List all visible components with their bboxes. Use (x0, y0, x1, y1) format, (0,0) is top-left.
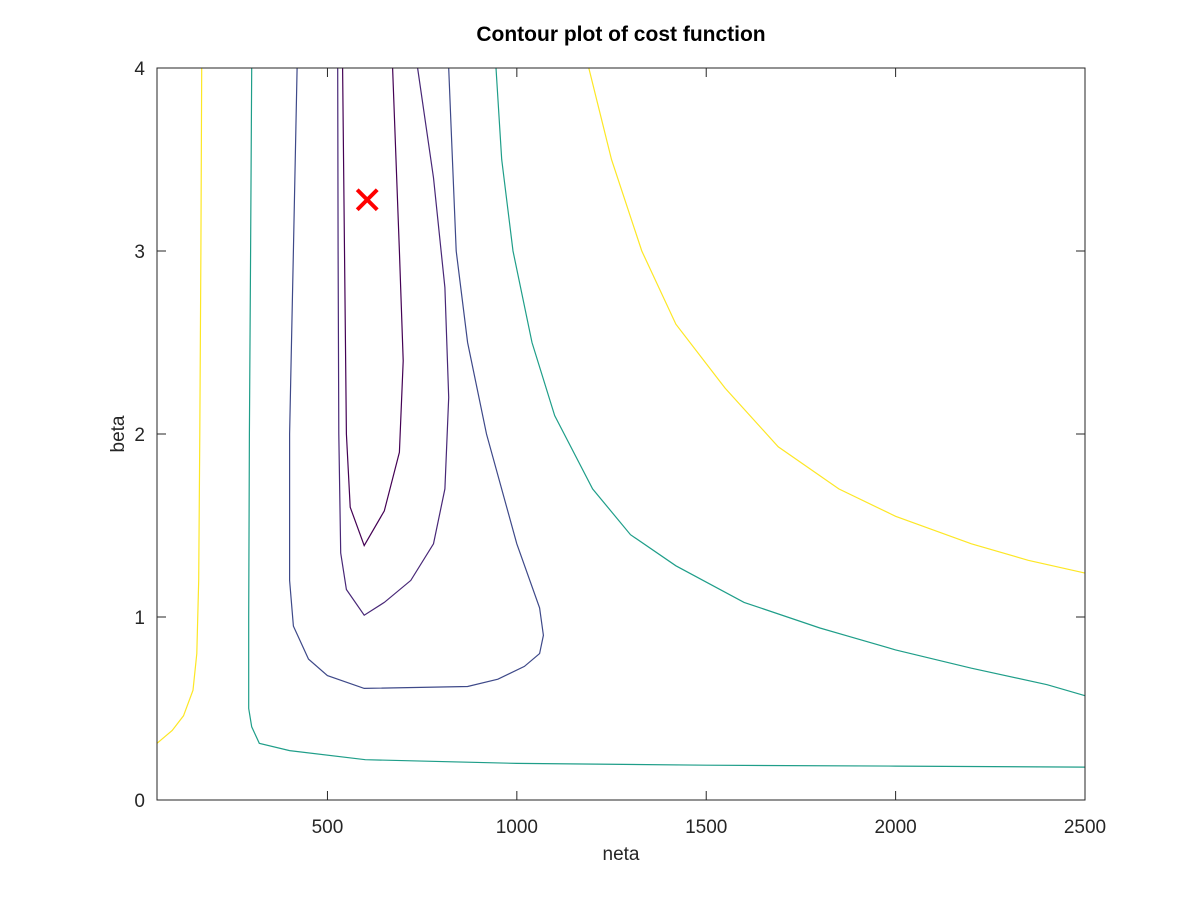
y-tick-label-3: 3 (134, 242, 145, 263)
y-axis-label: beta (108, 415, 129, 452)
contour-line-4 (248, 67, 1086, 768)
contour-lines (156, 67, 1086, 768)
y-tick-label-0: 0 (134, 791, 145, 812)
x-tick-label-2500: 2500 (1064, 817, 1106, 838)
contour-line-2 (337, 67, 450, 617)
optimum-marker-1 (355, 188, 379, 212)
contour-line-1 (342, 67, 404, 548)
chart-title: Contour plot of cost function (476, 23, 765, 46)
contour-line-6 (156, 67, 203, 744)
x-axis-label: neta (603, 844, 640, 865)
x-tick-label-2000: 2000 (874, 817, 916, 838)
contour-line-3 (289, 67, 545, 690)
x-tick-label-500: 500 (312, 817, 344, 838)
plot-frame (156, 67, 1086, 801)
x-tick-label-1000: 1000 (496, 817, 538, 838)
y-tick-label-4: 4 (134, 59, 145, 80)
x-tick-label-1500: 1500 (685, 817, 727, 838)
y-tick-label-2: 2 (134, 425, 145, 446)
y-tick-label-1: 1 (134, 608, 145, 629)
contour-line-7 (588, 67, 1086, 574)
contour-line-5 (495, 67, 1086, 697)
axis-ticks: 500 1000 1500 2000 2500 0 1 2 3 4 (134, 59, 1106, 838)
optimum-markers (355, 188, 379, 212)
